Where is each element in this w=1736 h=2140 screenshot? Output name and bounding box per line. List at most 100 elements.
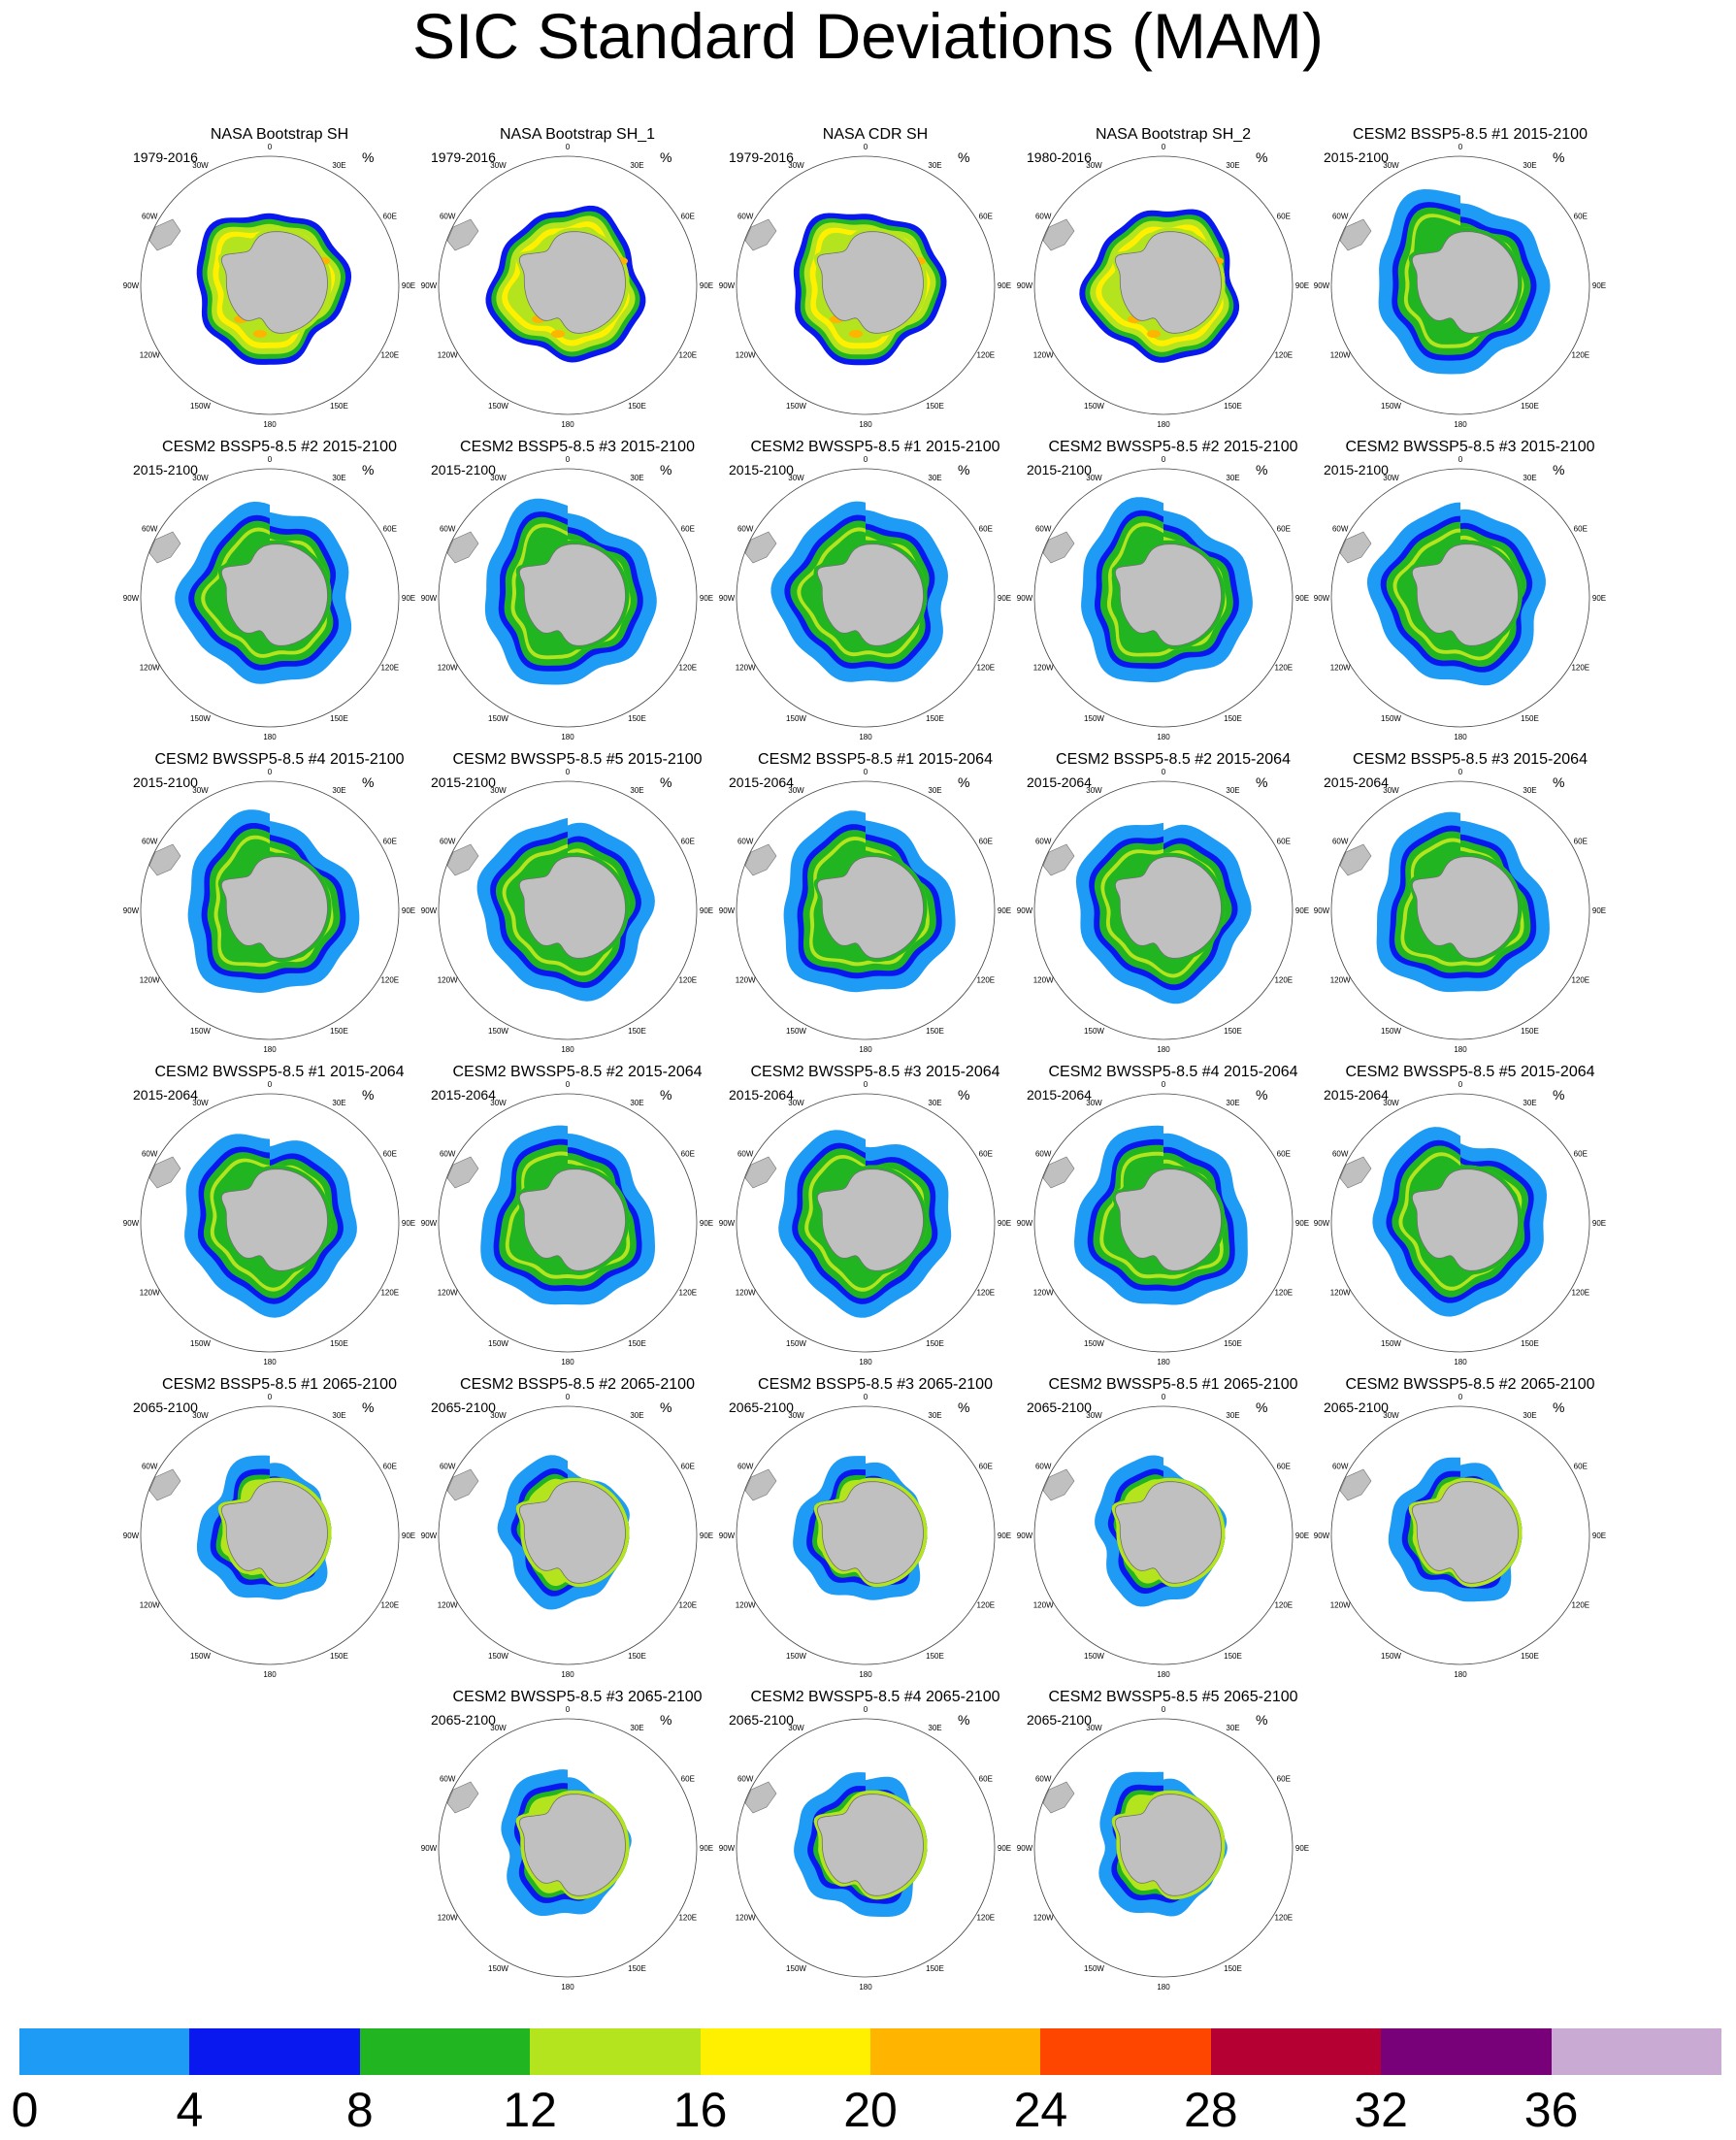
longitude-label: 0 (1458, 143, 1463, 151)
colorbar-tick-label: 0 (11, 2083, 39, 2137)
map-panel: CESM2 BSSP5-8.5 #3 2015-2064 2015-2064% 0 3… (1310, 751, 1630, 1062)
polar-map: 0 30E 60E 90E 120E 150E 180 150W 120W 90W 60W 30W (719, 768, 1011, 1054)
longitude-label: 90W (719, 1531, 736, 1540)
longitude-label: 180 (1157, 420, 1170, 429)
colorbar-tick-label: 4 (176, 2083, 204, 2137)
longitude-label: 150E (1224, 714, 1242, 723)
colorbar-segment (359, 2028, 531, 2075)
longitude-label: 120E (678, 1601, 697, 1610)
panel-unit: % (362, 774, 375, 790)
polar-map: 0 30E 60E 90E 120E 150E 180 150W 120W 90W 60W 30W (1017, 768, 1309, 1054)
longitude-label: 150W (1084, 1339, 1104, 1348)
longitude-label: 60E (979, 1463, 993, 1471)
polar-map: 0 30E 60E 90E 120E 150E 180 150W 120W 90W 60W 30W (1314, 1393, 1606, 1679)
longitude-label: 120W (1033, 1601, 1054, 1610)
map-panel: CESM2 BSSP5-8.5 #1 2065-2100 2065-2100% 0 3… (119, 1376, 440, 1687)
longitude-label: 120E (380, 664, 399, 673)
longitude-label: 120E (380, 1289, 399, 1298)
longitude-label: 180 (859, 1358, 872, 1366)
panel-unit: % (660, 149, 672, 165)
polar-map: 0 30E 60E 90E 120E 150E 180 150W 120W 90W 60W 30W (421, 455, 713, 741)
polar-map: 0 30E 60E 90E 120E 150E 180 150W 120W 90W 60W 30W (123, 768, 415, 1054)
south-america-landmass (446, 1156, 479, 1189)
longitude-label: 60E (383, 525, 397, 534)
longitude-label: 150W (1084, 402, 1104, 411)
longitude-label: 150E (1224, 1027, 1242, 1036)
longitude-label: 30E (1523, 786, 1536, 795)
antarctica-landmass (518, 231, 626, 334)
map-panel: CESM2 BWSSP5-8.5 #3 2015-2100 2015-2100% 0… (1310, 439, 1630, 749)
longitude-label: 90W (1017, 281, 1033, 290)
longitude-label: 120W (438, 976, 458, 985)
panel-unit: % (660, 1712, 672, 1728)
map-panel: CESM2 BSSP5-8.5 #1 2015-2064 2015-2064% 0 3… (715, 751, 1035, 1062)
longitude-label: 60E (383, 838, 397, 846)
map-panel: CESM2 BWSSP5-8.5 #5 2015-2064 2015-2064% 0… (1310, 1064, 1630, 1374)
longitude-label: 60W (737, 1775, 754, 1784)
polar-map: 0 30E 60E 90E 120E 150E 180 150W 120W 90W 60W 30W (1017, 1080, 1309, 1366)
longitude-label: 150W (488, 1652, 508, 1661)
longitude-label: 180 (1157, 1983, 1170, 1992)
longitude-label: 0 (1162, 1705, 1166, 1714)
antarctica-landmass (1114, 543, 1222, 646)
longitude-label: 30E (332, 1411, 345, 1420)
panel-unit: % (1256, 149, 1268, 165)
longitude-label: 30W (788, 1099, 804, 1107)
longitude-label: 180 (1454, 1045, 1467, 1054)
panel-title: CESM2 BWSSP5-8.5 #3 2065-2100 (452, 1689, 703, 1705)
longitude-label: 0 (1458, 768, 1463, 776)
antarctica-landmass (518, 1794, 626, 1896)
longitude-label: 30E (630, 1411, 643, 1420)
longitude-label: 150E (926, 1339, 944, 1348)
panel-unit: % (1256, 1087, 1268, 1103)
longitude-label: 60E (1574, 213, 1588, 221)
longitude-label: 180 (263, 733, 277, 741)
longitude-label: 60W (737, 213, 754, 221)
longitude-label: 180 (859, 420, 872, 429)
longitude-label: 150W (1381, 402, 1401, 411)
panel-title: NASA CDR SH (822, 126, 929, 143)
panel-title: CESM2 BWSSP5-8.5 #4 2065-2100 (750, 1689, 1000, 1705)
longitude-label: 0 (566, 768, 571, 776)
south-america-landmass (744, 1468, 777, 1501)
polar-map: 0 30E 60E 90E 120E 150E 180 150W 120W 90W 60W 30W (719, 143, 1011, 429)
panel-unit: % (958, 149, 970, 165)
map-panel: CESM2 BWSSP5-8.5 #2 2065-2100 2065-2100% 0… (1310, 1376, 1630, 1687)
figure-title: SIC Standard Deviations (MAM) (412, 0, 1324, 72)
polar-map: 0 30E 60E 90E 120E 150E 180 150W 120W 90W 60W 30W (123, 143, 415, 429)
longitude-label: 30W (788, 474, 804, 482)
longitude-label: 30E (630, 786, 643, 795)
panel-title: CESM2 BWSSP5-8.5 #2 2065-2100 (1345, 1376, 1595, 1393)
longitude-label: 180 (561, 1358, 574, 1366)
antarctica-landmass (816, 1794, 924, 1896)
panel-period: 2015-2064 (133, 1087, 198, 1103)
longitude-label: 150W (488, 1027, 508, 1036)
longitude-label: 30W (1086, 1411, 1102, 1420)
longitude-label: 90E (998, 594, 1011, 603)
panel-period: 2065-2100 (729, 1399, 794, 1415)
longitude-label: 60W (737, 1463, 754, 1471)
longitude-label: 0 (1162, 768, 1166, 776)
longitude-label: 30W (1383, 161, 1399, 170)
longitude-label: 90W (123, 594, 140, 603)
panel-period: 1979-2016 (431, 149, 496, 165)
longitude-label: 120E (1274, 1914, 1293, 1923)
panel-title: CESM2 BWSSP5-8.5 #2 2015-2100 (1048, 439, 1298, 455)
longitude-label: 30E (1226, 1724, 1239, 1732)
longitude-label: 60E (1574, 838, 1588, 846)
longitude-label: 150E (1521, 1027, 1539, 1036)
longitude-label: 120W (736, 351, 756, 360)
longitude-label: 120E (1274, 976, 1293, 985)
longitude-label: 120W (140, 1601, 160, 1610)
polar-map: 0 30E 60E 90E 120E 150E 180 150W 120W 90W 60W 30W (421, 1080, 713, 1366)
longitude-label: 60E (383, 213, 397, 221)
polar-map: 0 30E 60E 90E 120E 150E 180 150W 120W 90W 60W 30W (421, 143, 713, 429)
longitude-label: 150E (628, 1027, 646, 1036)
longitude-label: 0 (864, 1080, 868, 1089)
longitude-label: 150E (330, 402, 348, 411)
polar-map: 0 30E 60E 90E 120E 150E 180 150W 120W 90W 60W 30W (421, 1705, 713, 1992)
longitude-label: 60W (737, 525, 754, 534)
panel-unit: % (362, 1399, 375, 1415)
longitude-label: 150W (190, 714, 211, 723)
panel-title: CESM2 BWSSP5-8.5 #5 2015-2064 (1345, 1064, 1595, 1080)
